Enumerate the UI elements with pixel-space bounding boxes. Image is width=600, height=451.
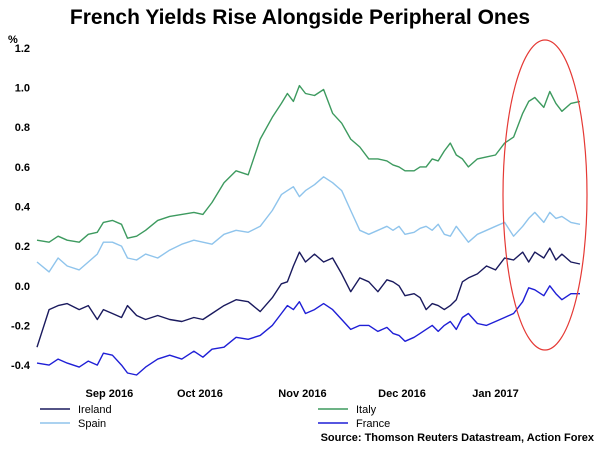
series-lines	[36, 84, 581, 376]
x-tick-label: Sep 2016	[86, 388, 134, 400]
y-tick-label: 0.0	[15, 281, 30, 293]
y-tick-label: 1.2	[15, 43, 30, 55]
chart-title: French Yields Rise Alongside Peripheral …	[69, 6, 531, 29]
x-tick-label: Oct 2016	[177, 388, 223, 400]
x-tick-labels: Sep 2016 Oct 2016 Nov 2016 Dec 2016 Jan 2017	[86, 388, 519, 400]
y-tick-label: 1.0	[15, 83, 30, 95]
y-tick-label: -0.4	[11, 360, 31, 372]
y-tick-label: 0.8	[15, 122, 30, 134]
legend: Ireland Spain Italy France	[40, 404, 390, 430]
series-line-italy	[36, 84, 581, 243]
y-tick-label: 0.6	[15, 162, 30, 174]
legend-label-ireland: Ireland	[78, 404, 112, 416]
x-tick-label: Jan 2017	[472, 388, 518, 400]
y-tick-label: -0.2	[11, 320, 30, 332]
y-tick-labels: 1.2 1.0 0.8 0.6 0.4 0.2 0.0 -0.2 -0.4	[11, 43, 31, 372]
source-note: Source: Thomson Reuters Datastream, Acti…	[320, 432, 594, 444]
y-tick-label: 0.4	[15, 202, 31, 214]
series-line-spain	[36, 176, 581, 273]
y-axis-label: %	[8, 34, 18, 46]
legend-label-italy: Italy	[356, 404, 377, 416]
x-tick-label: Nov 2016	[278, 388, 326, 400]
x-tick-label: Dec 2016	[378, 388, 426, 400]
y-tick-label: 0.2	[15, 241, 30, 253]
series-line-ireland	[36, 247, 581, 348]
legend-label-france: France	[356, 418, 390, 430]
series-line-france	[36, 285, 580, 376]
legend-label-spain: Spain	[78, 418, 106, 430]
highlight-ellipse	[502, 39, 588, 351]
